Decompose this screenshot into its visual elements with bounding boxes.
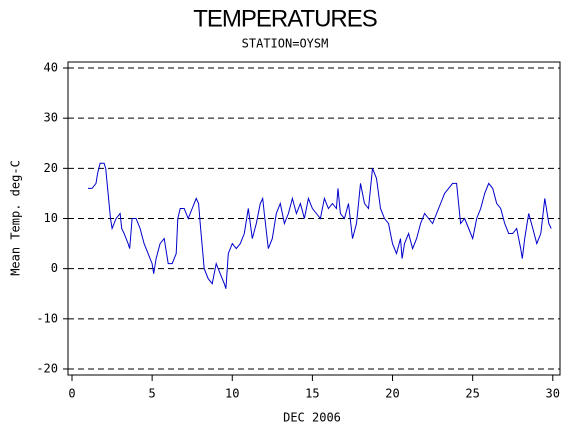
data-line	[88, 162, 552, 289]
x-tick-label: 30	[546, 387, 560, 401]
x-tick-label: 10	[225, 387, 239, 401]
y-tick-label: 20	[44, 161, 58, 175]
y-tick-label: 30	[44, 111, 58, 125]
y-tick-label: 0	[51, 261, 58, 275]
x-axis-label: DEC 2006	[283, 411, 341, 425]
x-tick-label: 15	[305, 387, 319, 401]
chart-subtitle: STATION=OYSM	[242, 37, 329, 51]
x-tick-label: 25	[465, 387, 479, 401]
y-tick-label: -10	[36, 311, 58, 325]
y-tick-label: 40	[44, 61, 58, 75]
y-tick-label: 10	[44, 211, 58, 225]
x-tick-label: 0	[68, 387, 75, 401]
y-tick-label: -20	[36, 361, 58, 375]
x-tick-label: 5	[149, 387, 156, 401]
chart-title: TEMPERATURES	[193, 5, 377, 32]
y-axis-label: Mean Temp. deg-C	[9, 160, 23, 276]
x-tick-label: 20	[385, 387, 399, 401]
